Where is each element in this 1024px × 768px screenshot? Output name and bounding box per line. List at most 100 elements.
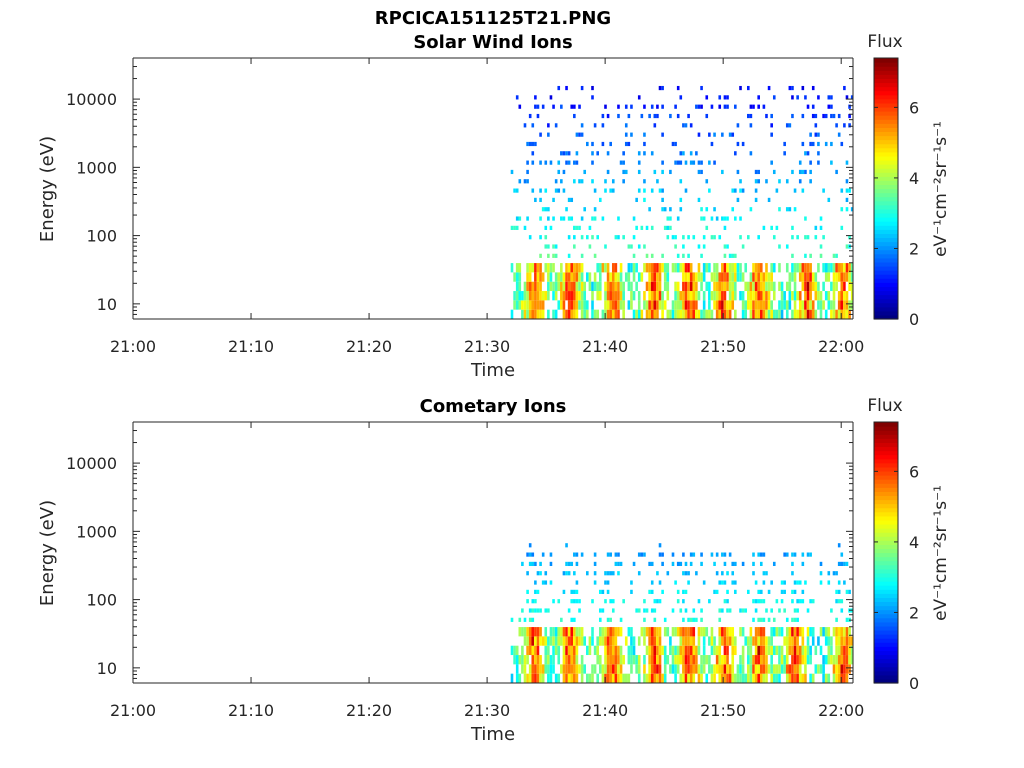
spectrogram-cell: [606, 571, 610, 576]
spectrogram-cell: [806, 655, 810, 665]
spectrogram-cell: [554, 253, 558, 258]
colorbar-swatch: [874, 62, 898, 67]
spectrogram-cell: [741, 244, 745, 249]
spectrogram-cell: [687, 253, 690, 258]
spectrogram-cell: [791, 253, 794, 258]
spectrogram-cell: [697, 244, 701, 249]
spectrogram-cell: [697, 132, 701, 137]
spectrogram-cell: [541, 552, 545, 557]
spectrogram-cell: [573, 281, 576, 292]
colorbar-swatch: [874, 503, 898, 509]
spectrogram-cell: [850, 207, 854, 212]
colorbar-swatch: [874, 159, 898, 165]
spectrogram-cell: [801, 561, 805, 567]
spectrogram-cell: [635, 664, 638, 674]
spectrogram-cell: [767, 281, 771, 292]
spectrogram-cell: [830, 104, 833, 109]
spectrogram-cell: [531, 664, 535, 674]
y-tick-label: 10000: [66, 90, 117, 109]
spectrogram-cell: [713, 281, 716, 292]
spectrogram-cell: [692, 627, 696, 637]
spectrogram-cell: [632, 272, 636, 282]
spectrogram-cell: [617, 281, 620, 292]
spectrogram-cell: [570, 197, 574, 203]
spectrogram-cell: [757, 235, 760, 240]
spectrogram-cell: [822, 673, 825, 683]
spectrogram-cell: [819, 253, 823, 258]
spectrogram-cell: [627, 627, 631, 637]
spectrogram-cell: [772, 617, 776, 622]
spectrogram-cell: [798, 645, 802, 656]
spectrogram-cell: [554, 123, 558, 128]
spectrogram-cell: [650, 188, 654, 193]
spectrogram-cell: [523, 281, 527, 292]
spectrogram-cell: [731, 664, 735, 674]
spectrogram-cell: [676, 216, 680, 221]
spectrogram-cell: [570, 664, 574, 674]
spectrogram-cell: [536, 645, 540, 656]
spectrogram-cell: [609, 673, 612, 683]
spectrogram-cell: [637, 188, 641, 193]
spectrogram-cell: [845, 309, 849, 319]
spectrogram-cell: [671, 309, 675, 319]
spectrogram-cell: [824, 263, 828, 273]
spectrogram-cell: [835, 589, 838, 594]
colorbar-tick-label: 0: [909, 674, 919, 693]
spectrogram-cell: [822, 235, 825, 240]
spectrogram-cell: [611, 291, 615, 301]
spectrogram-cell: [573, 244, 576, 249]
colorbar-swatch: [874, 654, 898, 660]
colorbar-swatch: [874, 560, 898, 566]
spectrogram-cell: [848, 123, 851, 128]
spectrogram-cell: [648, 561, 651, 567]
spectrogram-cell: [832, 664, 836, 674]
spectrogram-cell: [687, 636, 690, 646]
spectrogram-cell: [798, 599, 802, 604]
spectrogram-cell: [674, 141, 677, 147]
spectrogram-cell: [814, 225, 818, 230]
spectrogram-cell: [806, 151, 810, 156]
spectrogram-cell: [785, 627, 789, 637]
spectrogram-cell: [718, 95, 722, 100]
spectrogram-cell: [791, 589, 794, 594]
spectrogram-cell: [666, 655, 670, 665]
spectrogram-cell: [684, 627, 688, 637]
colorbar-tick-label: 4: [909, 169, 919, 188]
spectrogram-cell: [723, 309, 727, 319]
spectrogram-cell: [739, 291, 742, 301]
spectrogram-cell: [624, 132, 628, 137]
spectrogram-cell: [739, 188, 742, 193]
spectrogram-cell: [611, 300, 615, 310]
spectrogram-cell: [583, 309, 587, 319]
spectrogram-cell: [845, 645, 849, 656]
spectrogram-cell: [749, 300, 753, 310]
spectrogram-cell: [580, 272, 584, 282]
spectrogram-cell: [598, 589, 602, 594]
spectrogram-cell: [526, 216, 529, 221]
spectrogram-cell: [762, 664, 766, 674]
spectrogram-cell: [601, 636, 605, 646]
spectrogram-cell: [832, 113, 836, 119]
spectrogram-cell: [541, 272, 545, 282]
spectrogram-cell: [510, 617, 514, 622]
spectrogram-cell: [565, 309, 568, 319]
spectrogram-cell: [562, 281, 566, 292]
spectrogram-cell: [728, 309, 732, 319]
spectrogram-cell: [513, 655, 516, 665]
spectrogram-cell: [785, 207, 789, 212]
spectrogram-cell: [567, 655, 571, 665]
spectrogram-cell: [728, 664, 732, 674]
spectrogram-cell: [692, 664, 696, 674]
spectrogram-cell: [728, 673, 732, 683]
spectrogram-cell: [817, 281, 820, 292]
spectrogram-cell: [565, 263, 568, 273]
spectrogram-cell: [573, 599, 576, 604]
x-tick-label: 21:30: [464, 337, 510, 356]
spectrogram-cell: [785, 179, 789, 184]
spectrogram-cell: [614, 291, 618, 301]
colorbar-swatch: [874, 470, 898, 476]
spectrogram-cell: [708, 291, 711, 301]
spectrogram-cell: [539, 608, 542, 613]
spectrogram-cell: [770, 160, 773, 165]
spectrogram-cell: [549, 627, 553, 637]
